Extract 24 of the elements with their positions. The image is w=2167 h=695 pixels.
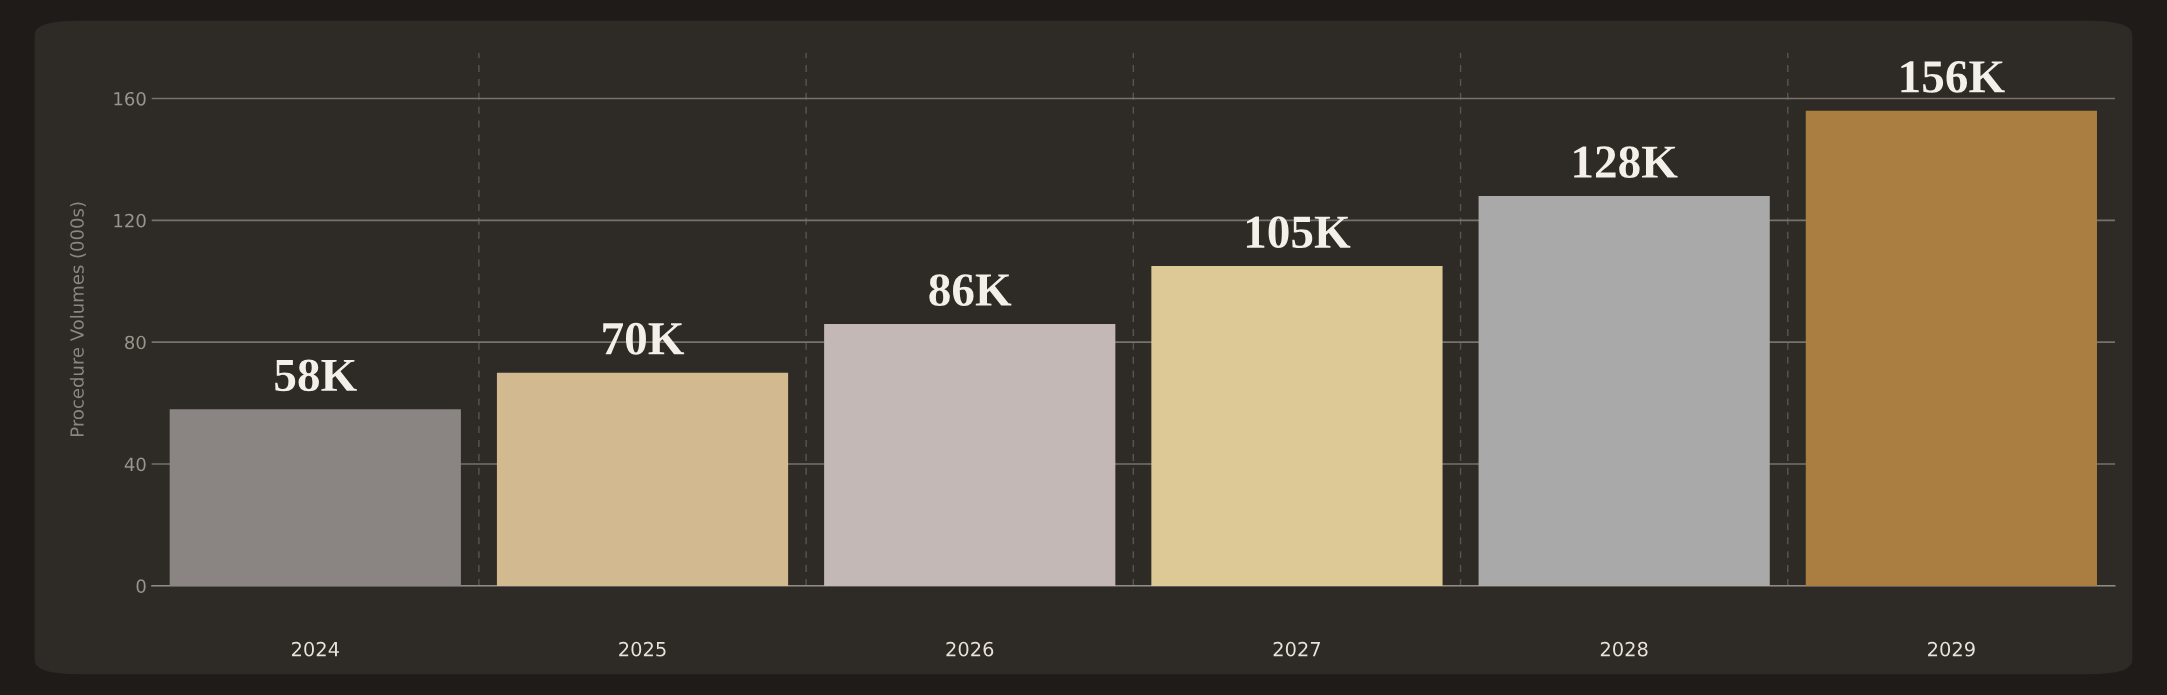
y-tick-label: 120 <box>114 213 146 228</box>
bar <box>1151 266 1443 586</box>
x-tick-label: 2029 <box>1928 641 1975 657</box>
x-tick-label: 2024 <box>291 641 339 657</box>
y-tick-label: 40 <box>124 457 146 472</box>
bar <box>496 372 789 586</box>
data-label: 128K <box>1574 146 1678 179</box>
y-tick-label: 0 <box>136 579 146 593</box>
data-label: 58K <box>275 359 357 392</box>
data-label: 156K <box>1901 61 2005 93</box>
bar <box>169 409 461 586</box>
x-tick-label: 2026 <box>946 641 994 657</box>
x-tick-label: 2028 <box>1600 641 1648 657</box>
data-label: 105K <box>1246 216 1351 249</box>
data-label: 86K <box>929 274 1012 306</box>
data-label: 70K <box>603 322 685 355</box>
bar <box>1805 110 2097 586</box>
bar <box>824 323 1116 586</box>
y-axis-title: Procedure Volumes (000s) <box>69 202 86 436</box>
x-tick-label: 2025 <box>619 641 666 657</box>
x-tick-label: 2027 <box>1273 641 1321 657</box>
y-tick-label: 80 <box>125 335 146 350</box>
y-tick-label: 160 <box>114 91 146 106</box>
bar <box>1478 195 1770 586</box>
